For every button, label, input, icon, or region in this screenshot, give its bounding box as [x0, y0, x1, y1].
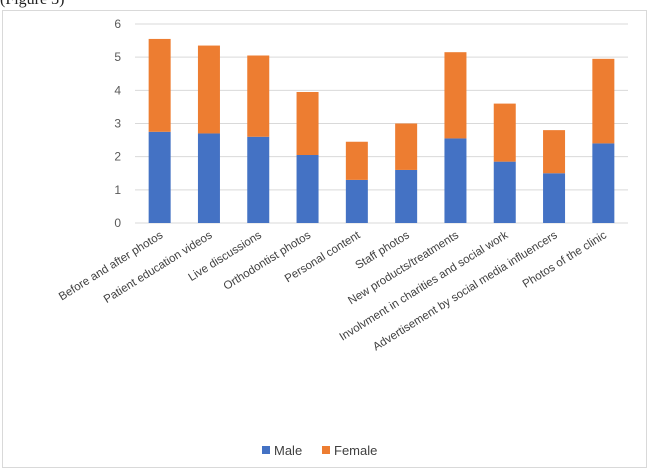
- bar-male: [296, 155, 319, 223]
- legend-swatch-female: [322, 446, 330, 454]
- bar-female: [493, 103, 516, 162]
- bar-male: [197, 133, 220, 223]
- bar-female: [296, 91, 319, 156]
- y-tick-label: 2: [114, 150, 121, 164]
- bar-female: [197, 45, 220, 134]
- bar-female: [148, 38, 171, 132]
- legend: Male Female: [262, 443, 377, 458]
- bar-female: [395, 123, 418, 170]
- bar-female: [592, 58, 615, 144]
- legend-label-male: Male: [274, 443, 302, 458]
- y-tick-label: 1: [114, 183, 121, 197]
- bar-female: [345, 141, 368, 180]
- bar-male: [395, 169, 418, 223]
- bar-male: [592, 143, 615, 223]
- bar-male: [444, 138, 467, 223]
- legend-label-female: Female: [334, 443, 377, 458]
- y-tick-label: 5: [114, 50, 121, 64]
- caption-fragment: (Figure 3): [0, 0, 64, 9]
- bar-female: [444, 52, 467, 139]
- bar-male: [493, 161, 516, 223]
- x-category-label: Orthodontist photos: [222, 229, 314, 292]
- y-tick-label: 3: [114, 117, 121, 131]
- bar-male: [345, 179, 368, 223]
- y-axis-ticks: 0 1 2 3 4 5 6: [114, 17, 121, 230]
- bar-female: [543, 130, 566, 174]
- y-tick-label: 4: [114, 83, 121, 97]
- x-category-label: Photos of the clinic: [521, 229, 609, 290]
- bars: [148, 38, 615, 223]
- y-tick-label: 6: [114, 17, 121, 31]
- legend-swatch-male: [262, 446, 270, 454]
- bar-male: [148, 131, 171, 223]
- bar-male: [543, 173, 566, 223]
- bar-male: [247, 136, 270, 223]
- bar-female: [247, 55, 270, 137]
- y-tick-label: 0: [114, 216, 121, 230]
- chart-frame: [2, 10, 647, 468]
- x-category-label: Advertisement by social media influencer…: [371, 229, 560, 353]
